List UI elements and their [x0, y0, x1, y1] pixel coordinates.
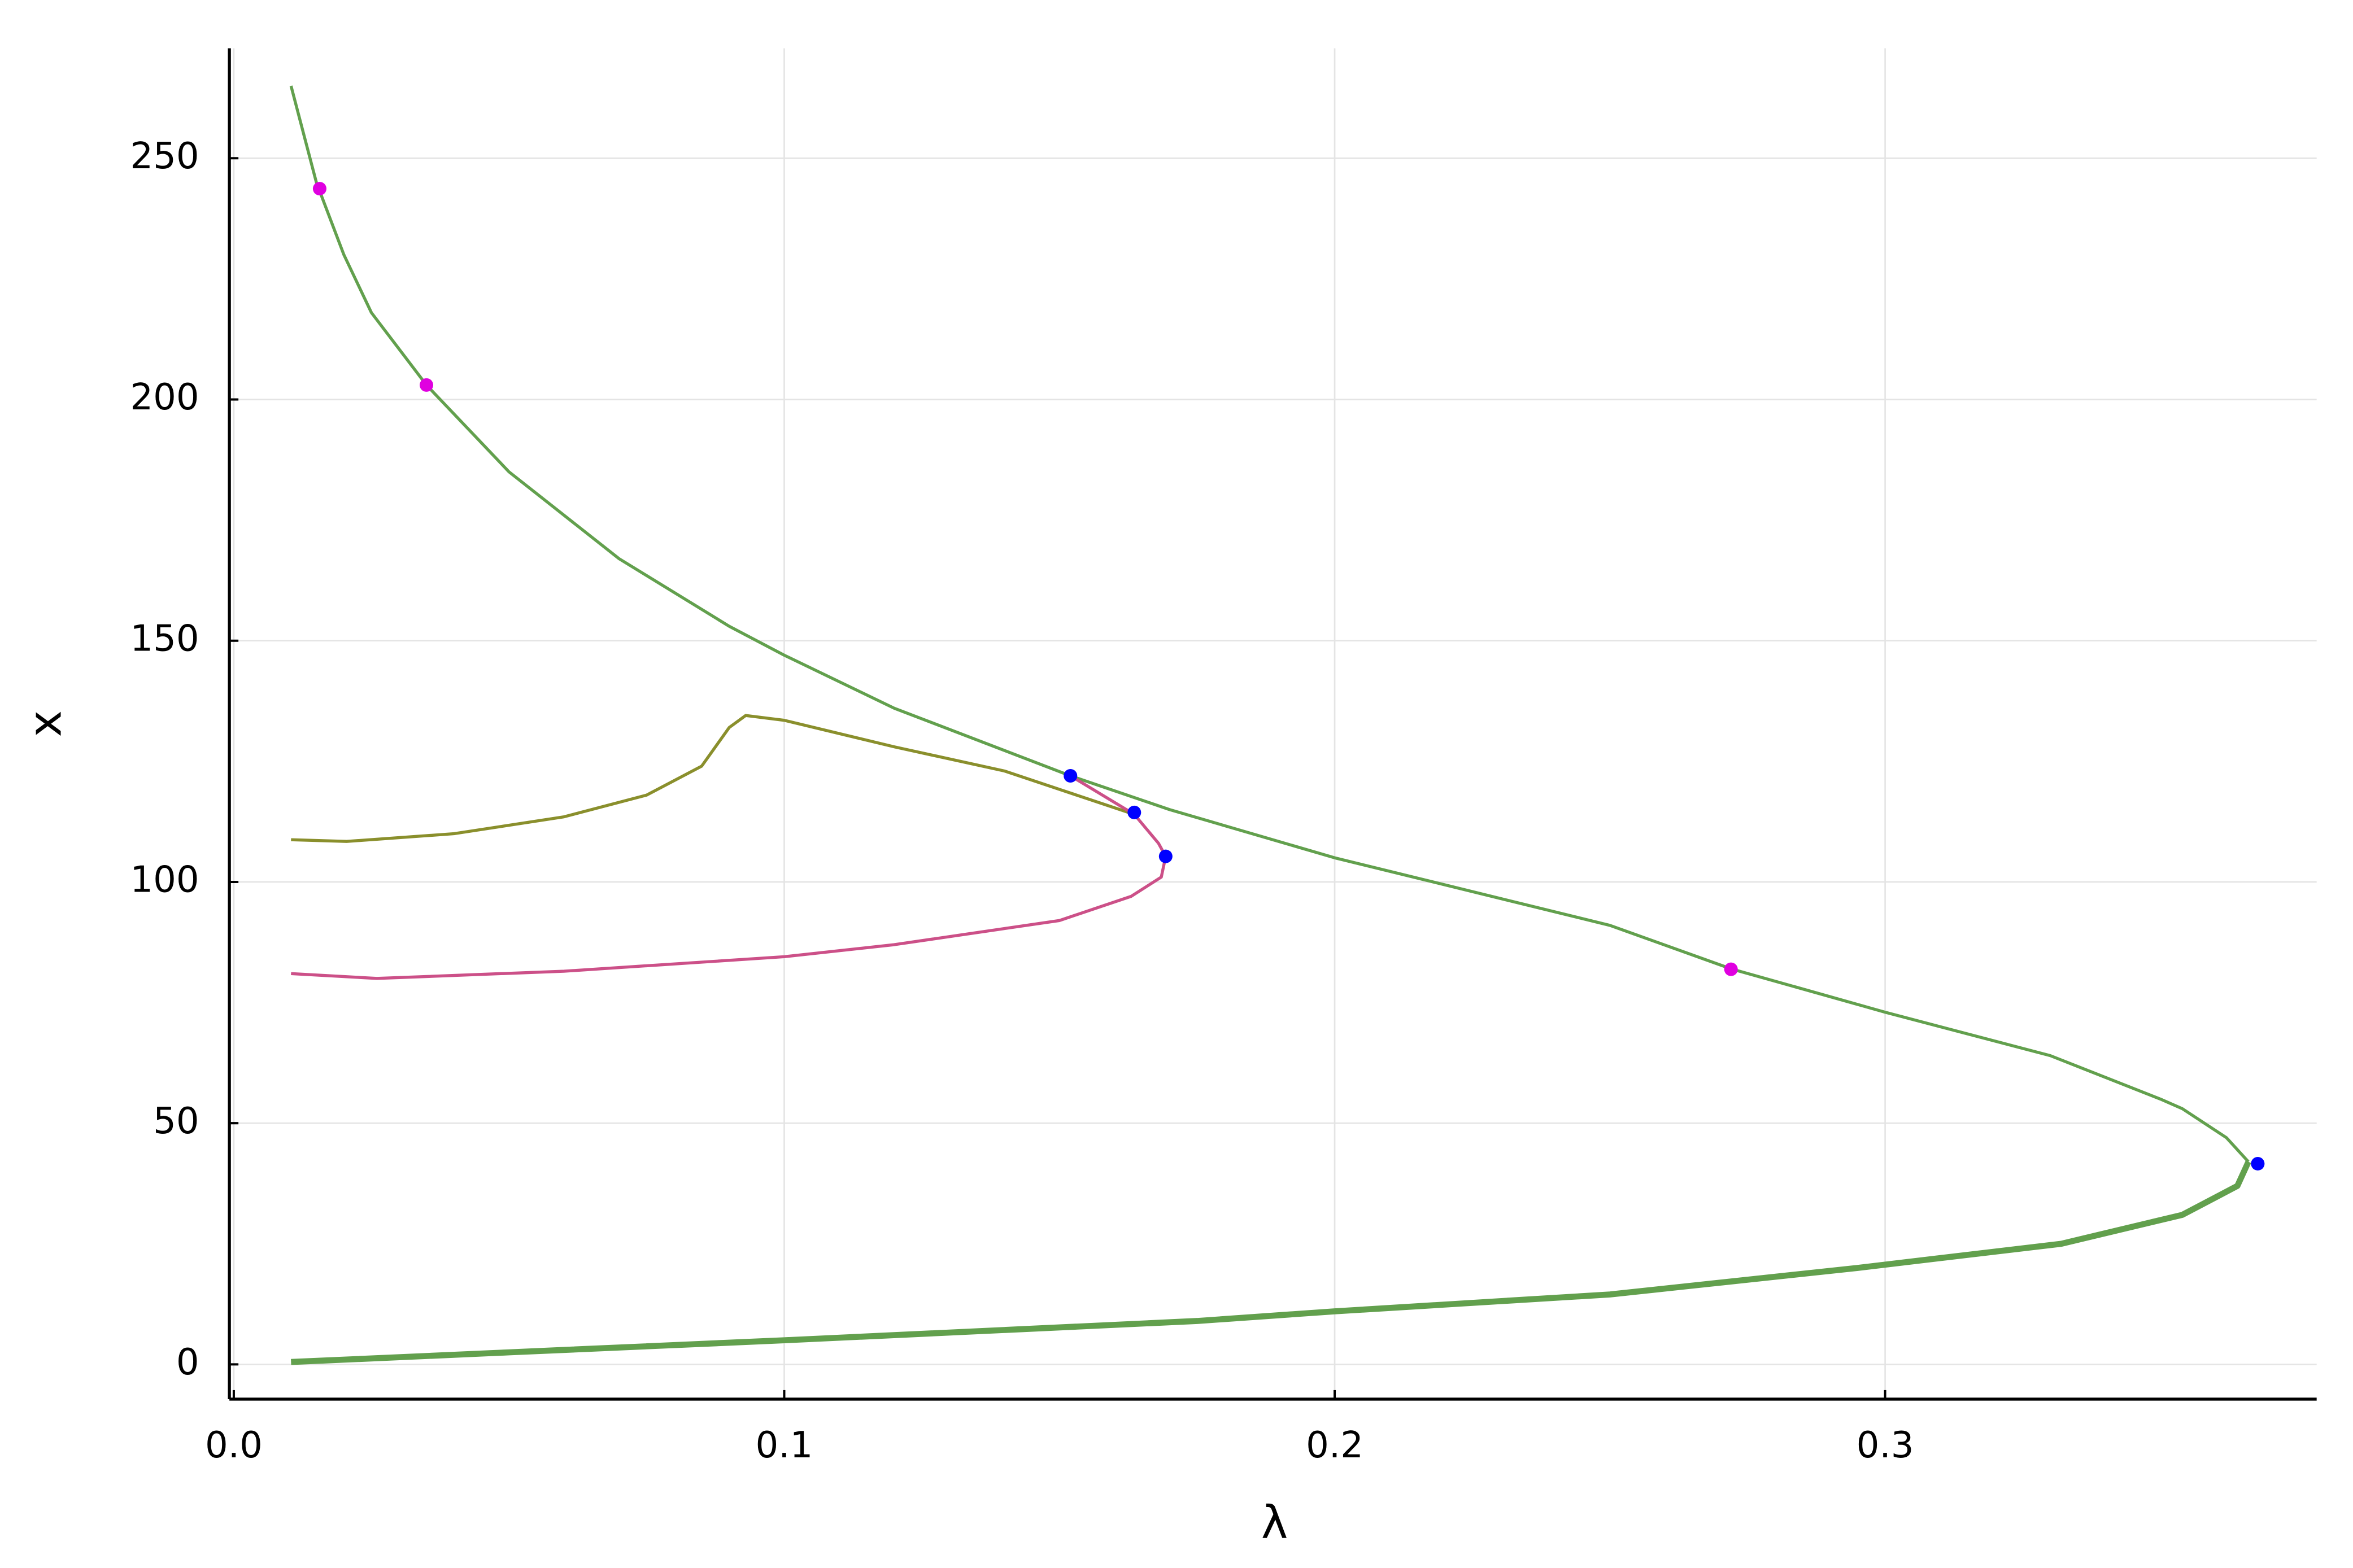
point [1064, 768, 1078, 783]
curve [291, 774, 1167, 980]
x-axis-label: λ [1261, 1496, 1288, 1549]
y-tick-label: 100 [130, 859, 199, 901]
x-tick-label: 0.0 [205, 1425, 263, 1466]
y-tick-label: 0 [176, 1342, 199, 1383]
y-tick-label: 200 [130, 377, 199, 418]
x-tick-label: 0.1 [756, 1425, 813, 1466]
x-tick-label: 0.3 [1857, 1425, 1914, 1466]
point [1724, 962, 1738, 976]
curve [289, 85, 2250, 1163]
curve [291, 1160, 2251, 1365]
point [1127, 805, 1141, 819]
y-tick-label: 250 [130, 136, 199, 177]
y-tick-label: 150 [130, 618, 199, 659]
x-tick-label: 0.2 [1306, 1425, 1363, 1466]
point [312, 182, 326, 196]
curve [291, 714, 1135, 843]
y-axis-label: x [19, 710, 72, 737]
point [2251, 1156, 2265, 1170]
y-tick-label: 50 [153, 1100, 199, 1142]
point [1158, 849, 1173, 863]
point [419, 378, 434, 392]
